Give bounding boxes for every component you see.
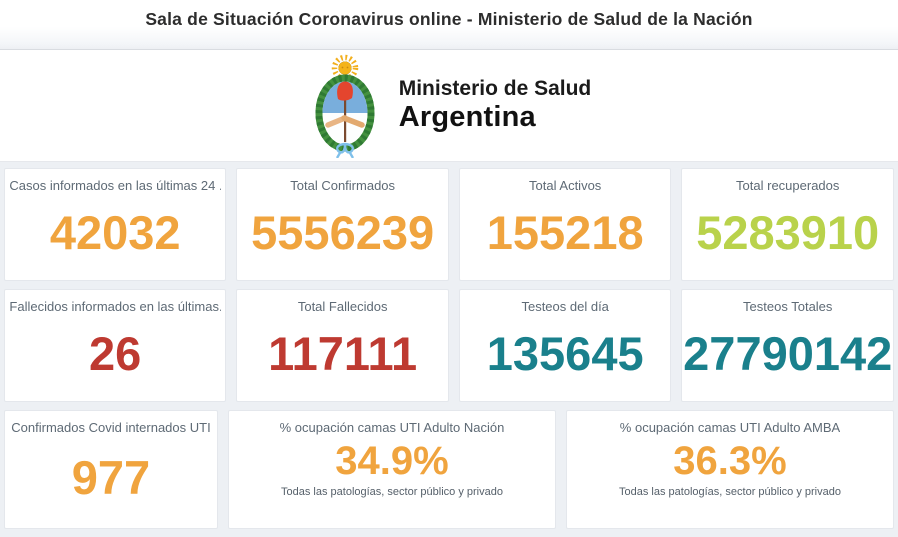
kpi-card-testeos-totales[interactable]: Testeos Totales 27790142: [681, 289, 895, 402]
kpi-title: Testeos del día: [521, 299, 609, 314]
kpi-value: 42032: [49, 206, 181, 259]
kpi-row-1: Casos informados en las últimas 24 ... 4…: [4, 168, 894, 281]
kpi-title: Confirmados Covid internados UTI: [11, 420, 211, 435]
kpi-value: 26: [89, 327, 142, 380]
kpi-card-testeos-dia[interactable]: Testeos del día 135645: [458, 289, 672, 402]
page-title: Sala de Situación Coronavirus online - M…: [145, 9, 753, 29]
kpi-title: Fallecidos informados en las últimas...: [9, 299, 221, 314]
kpi-card-total-activos[interactable]: Total Activos 155218: [458, 168, 672, 281]
kpi-card-total-recuperados[interactable]: Total recuperados 5283910: [681, 168, 894, 281]
kpi-title: Total Activos: [529, 178, 602, 193]
kpi-value: 5556239: [251, 206, 435, 259]
kpi-value: 5283910: [696, 206, 880, 259]
kpi-title: Total recuperados: [736, 178, 840, 193]
kpi-value: 135645: [486, 327, 644, 380]
kpi-value: 155218: [486, 206, 644, 259]
logo-band: Ministerio de Salud Argentina: [0, 50, 898, 162]
argentina-coat-of-arms-icon: [315, 54, 375, 158]
kpi-value: 117111: [268, 327, 418, 380]
kpi-title: Total Fallecidos: [297, 299, 388, 314]
kpi-row-2: Fallecidos informados en las últimas... …: [4, 289, 895, 402]
kpi-title: Testeos Totales: [743, 299, 833, 314]
country-name: Argentina: [398, 100, 536, 133]
kpi-subtitle: Todas las patologías, sector público y p…: [281, 486, 503, 498]
kpi-card-total-confirmados[interactable]: Total Confirmados 5556239: [236, 168, 449, 281]
kpi-title: % ocupación camas UTI Adulto Nación: [279, 420, 505, 435]
kpi-card-uti-internados[interactable]: Confirmados Covid internados UTI 977: [4, 410, 218, 529]
kpi-value: 36.3%: [673, 439, 787, 483]
dashboard-header: Sala de Situación Coronavirus online - M…: [0, 0, 898, 50]
kpi-card-uti-ocupacion-amba[interactable]: % ocupación camas UTI Adulto AMBA 36.3% …: [566, 410, 894, 529]
kpi-value: 977: [71, 451, 151, 504]
kpi-subtitle: Todas las patologías, sector público y p…: [619, 486, 841, 498]
kpi-title: % ocupación camas UTI Adulto AMBA: [619, 420, 841, 435]
kpi-value: 34.9%: [335, 439, 449, 483]
ministry-name: Ministerio de Salud: [398, 77, 592, 101]
kpi-title: Total Confirmados: [290, 178, 396, 193]
kpi-grid: Casos informados en las últimas 24 ... 4…: [0, 162, 898, 537]
kpi-card-uti-ocupacion-nacion[interactable]: % ocupación camas UTI Adulto Nación 34.9…: [228, 410, 556, 529]
kpi-card-total-fallecidos[interactable]: Total Fallecidos 117111: [236, 289, 449, 402]
kpi-card-fallecidos-24h[interactable]: Fallecidos informados en las últimas... …: [4, 289, 227, 402]
kpi-title: Casos informados en las últimas 24 ...: [9, 178, 221, 193]
kpi-card-casos-24h[interactable]: Casos informados en las últimas 24 ... 4…: [4, 168, 227, 281]
kpi-value: 27790142: [683, 327, 893, 380]
kpi-row-3: Confirmados Covid internados UTI 977 % o…: [4, 410, 894, 529]
ministry-logo-text: Ministerio de Salud Argentina: [399, 77, 592, 133]
